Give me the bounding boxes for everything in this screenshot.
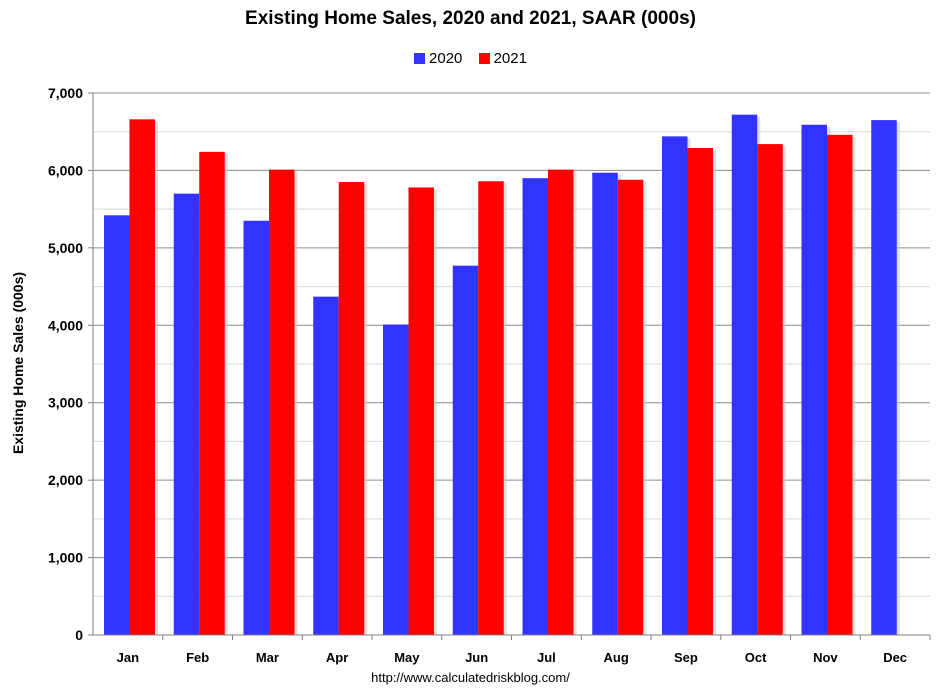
bar-2021-mar [269,169,295,635]
bar-2021-jun [478,181,504,636]
x-tick-label-feb: Feb [186,650,209,665]
x-tick-label-nov: Nov [813,650,838,665]
y-tick-label: 5,000 [48,240,83,256]
x-tick-label-jan: Jan [117,650,139,665]
legend-item-2020: 2020 [414,50,462,67]
x-tick-label-apr: Apr [326,650,348,665]
chart-legend: 2020 2021 [0,50,941,68]
bar-2020-dec [871,120,897,636]
x-tick-label-sep: Sep [674,650,698,665]
x-tick-label-jun: Jun [465,650,488,665]
y-tick-label: 2,000 [48,472,83,488]
bar-2020-apr [313,296,339,635]
bar-2021-aug [617,179,644,635]
y-tick-label: 3,000 [48,395,83,411]
bar-2021-oct [757,144,783,636]
y-tick-label: 4,000 [48,317,83,333]
chart-title: Existing Home Sales, 2020 and 2021, SAAR… [245,8,696,29]
y-tick-label: 0 [75,627,83,643]
bar-2021-apr [338,182,365,636]
x-tick-label-aug: Aug [603,650,628,665]
bar-2021-may [408,187,434,635]
bar-2021-sep [687,147,713,635]
y-tick-label: 1,000 [48,550,83,566]
bar-2020-jan [104,215,130,635]
x-tick-label-dec: Dec [883,650,907,665]
legend-label-2020: 2020 [429,50,463,67]
x-tick-label-jul: Jul [537,650,556,665]
legend-swatch-2020 [414,53,426,64]
x-tick-label-oct: Oct [745,650,767,665]
bar-2021-nov [827,134,853,635]
bar-2020-may [383,324,409,635]
x-tick-label-mar: Mar [256,650,279,665]
bar-2020-sep [662,136,688,636]
y-tick-label: 7,000 [48,85,83,101]
bar-2020-oct [731,114,758,636]
bar-2020-aug [592,172,618,635]
legend-swatch-2021 [478,53,490,64]
y-tick-label: 6,000 [48,162,83,178]
bar-2020-jul [522,178,548,635]
x-tick-label-may: May [394,650,420,665]
bar-2020-jun [452,265,479,635]
bar-2021-feb [199,151,225,636]
source-url: http://www.calculatedriskblog.com/ [371,670,570,685]
legend-label-2021: 2021 [493,50,527,67]
legend-item-2021: 2021 [478,50,527,67]
bar-2021-jan [129,119,155,636]
bar-2021-jul [548,169,574,635]
bar-2020-feb [173,193,200,635]
bar-2020-mar [243,220,269,635]
bar-2020-nov [801,124,827,635]
